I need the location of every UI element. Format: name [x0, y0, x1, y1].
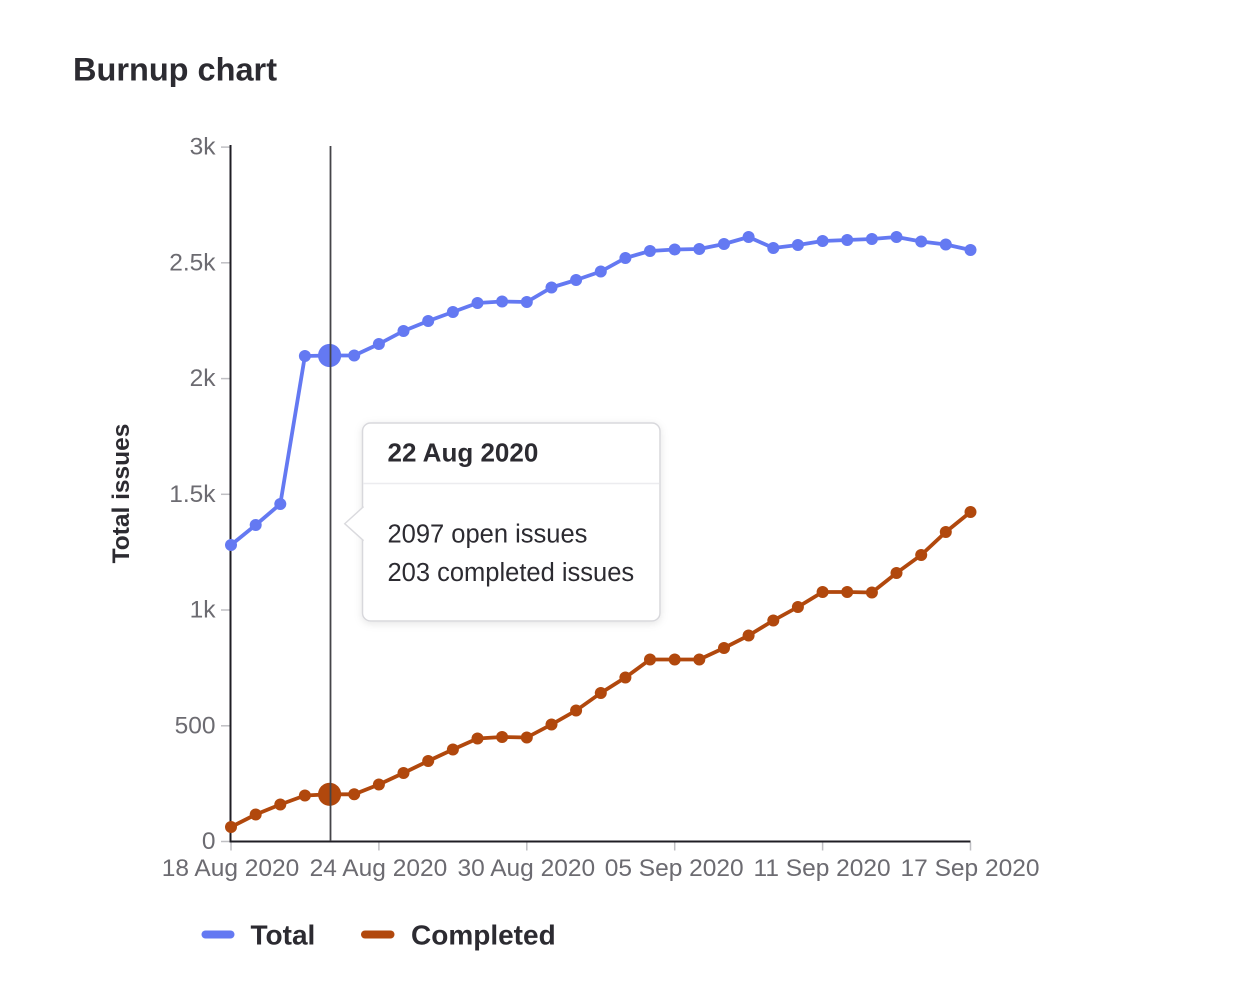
- svg-text:11 Sep 2020: 11 Sep 2020: [754, 855, 891, 882]
- svg-text:24 Aug 2020: 24 Aug 2020: [310, 855, 448, 882]
- svg-text:30 Aug 2020: 30 Aug 2020: [457, 855, 595, 882]
- svg-text:05 Sep 2020: 05 Sep 2020: [605, 855, 744, 882]
- svg-text:1k: 1k: [190, 597, 217, 624]
- svg-text:17 Sep 2020: 17 Sep 2020: [901, 855, 1040, 882]
- svg-text:2.5k: 2.5k: [169, 249, 216, 276]
- svg-text:500: 500: [175, 712, 216, 739]
- svg-text:0: 0: [202, 828, 216, 855]
- svg-text:1.5k: 1.5k: [169, 481, 216, 508]
- svg-text:3k: 3k: [190, 134, 217, 161]
- svg-text:Total: Total: [251, 920, 316, 951]
- svg-text:Burnup chart: Burnup chart: [73, 52, 277, 88]
- svg-text:Completed: Completed: [411, 920, 556, 951]
- svg-text:2k: 2k: [190, 365, 217, 392]
- svg-text:18 Aug 2020: 18 Aug 2020: [162, 855, 300, 882]
- svg-text:Total issues: Total issues: [108, 424, 135, 564]
- svg-text:22 Aug 2020: 22 Aug 2020: [388, 438, 539, 468]
- svg-text:2097 open issues: 2097 open issues: [388, 521, 588, 549]
- svg-text:203 completed issues: 203 completed issues: [388, 559, 635, 587]
